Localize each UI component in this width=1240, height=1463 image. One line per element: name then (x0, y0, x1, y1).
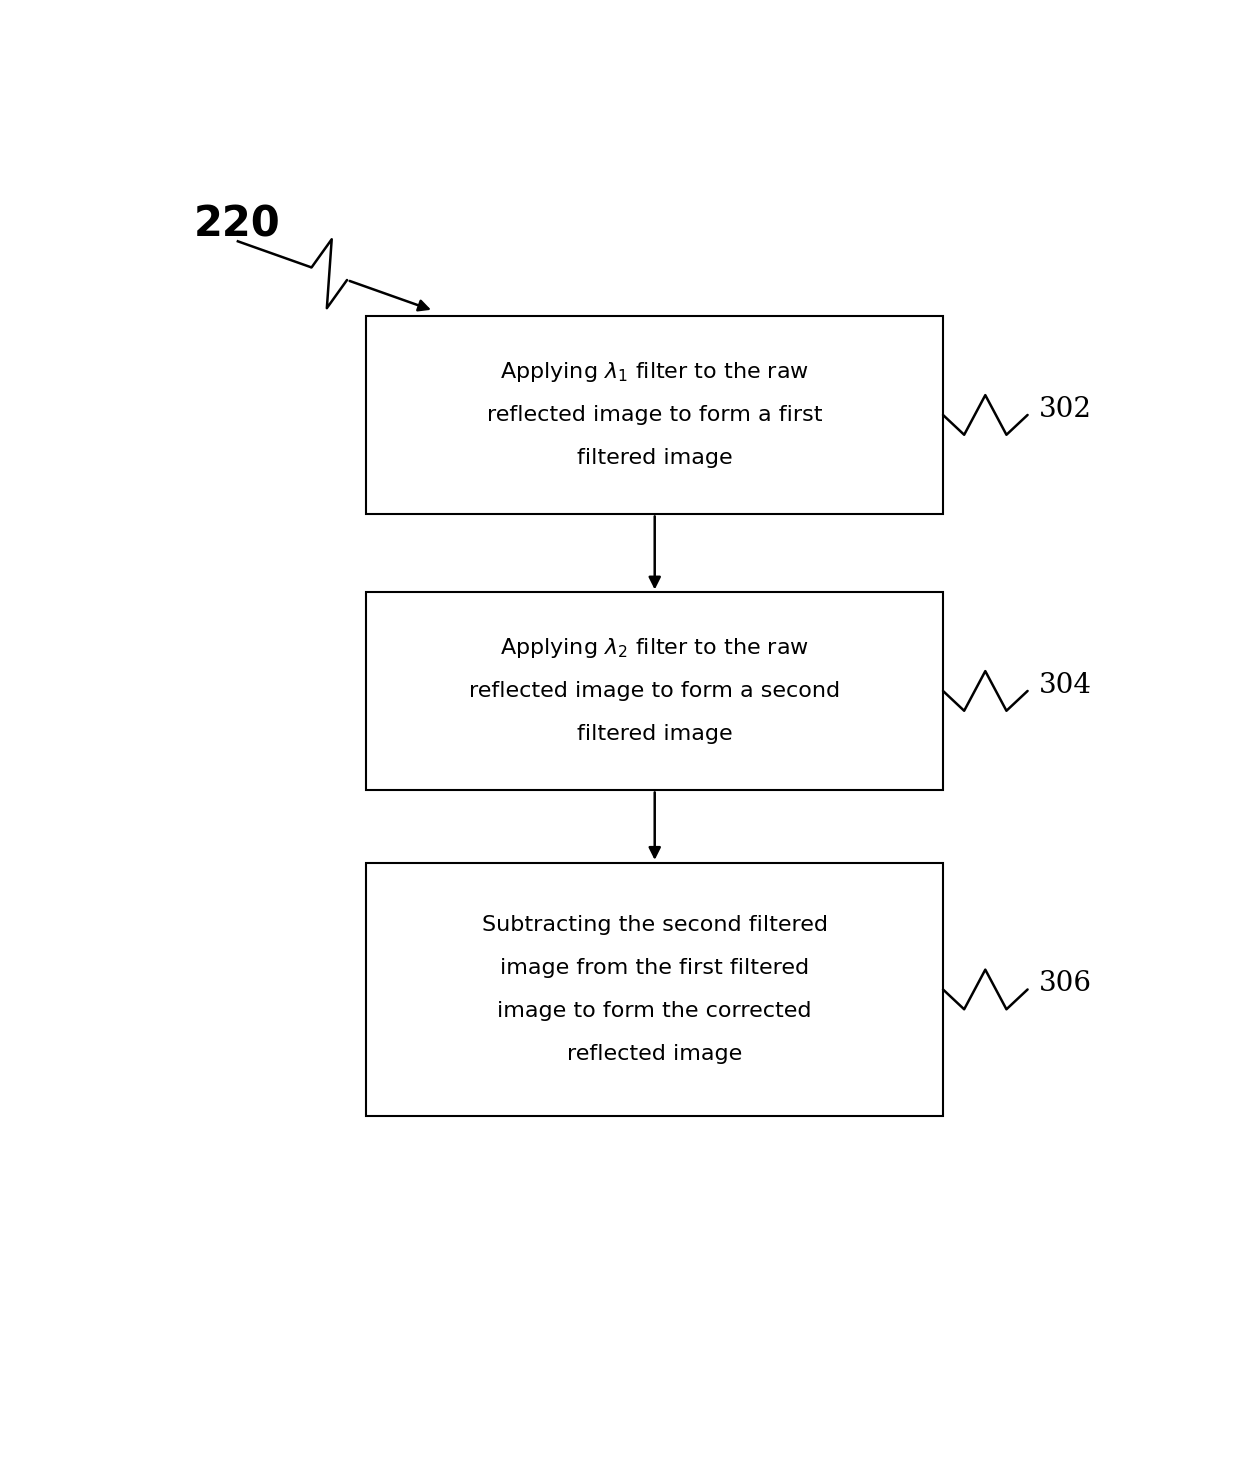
Text: Applying $\lambda_1$ filter to the raw: Applying $\lambda_1$ filter to the raw (500, 360, 810, 385)
Text: image to form the corrected: image to form the corrected (497, 1001, 812, 1021)
Bar (367, 863, 942, 1116)
Text: 220: 220 (193, 203, 280, 246)
Text: Subtracting the second filtered: Subtracting the second filtered (481, 916, 828, 935)
Text: 302: 302 (1039, 396, 1092, 423)
Text: reflected image to form a second: reflected image to form a second (469, 680, 841, 701)
Text: reflected image: reflected image (567, 1043, 743, 1064)
Text: 306: 306 (1039, 970, 1092, 998)
Text: reflected image to form a first: reflected image to form a first (487, 405, 822, 424)
Text: 304: 304 (1039, 672, 1092, 699)
Text: filtered image: filtered image (577, 448, 733, 468)
Text: image from the first filtered: image from the first filtered (500, 958, 810, 979)
Text: Applying $\lambda_2$ filter to the raw: Applying $\lambda_2$ filter to the raw (500, 636, 810, 660)
Bar (367, 316, 942, 514)
Bar (367, 593, 942, 790)
Text: filtered image: filtered image (577, 724, 733, 743)
